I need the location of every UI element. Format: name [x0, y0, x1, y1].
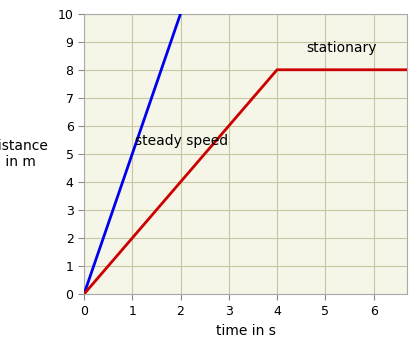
Text: steady speed: steady speed	[135, 134, 228, 148]
Text: stationary: stationary	[306, 41, 377, 54]
Y-axis label: distance
 in m: distance in m	[0, 139, 48, 169]
X-axis label: time in s: time in s	[216, 325, 276, 339]
